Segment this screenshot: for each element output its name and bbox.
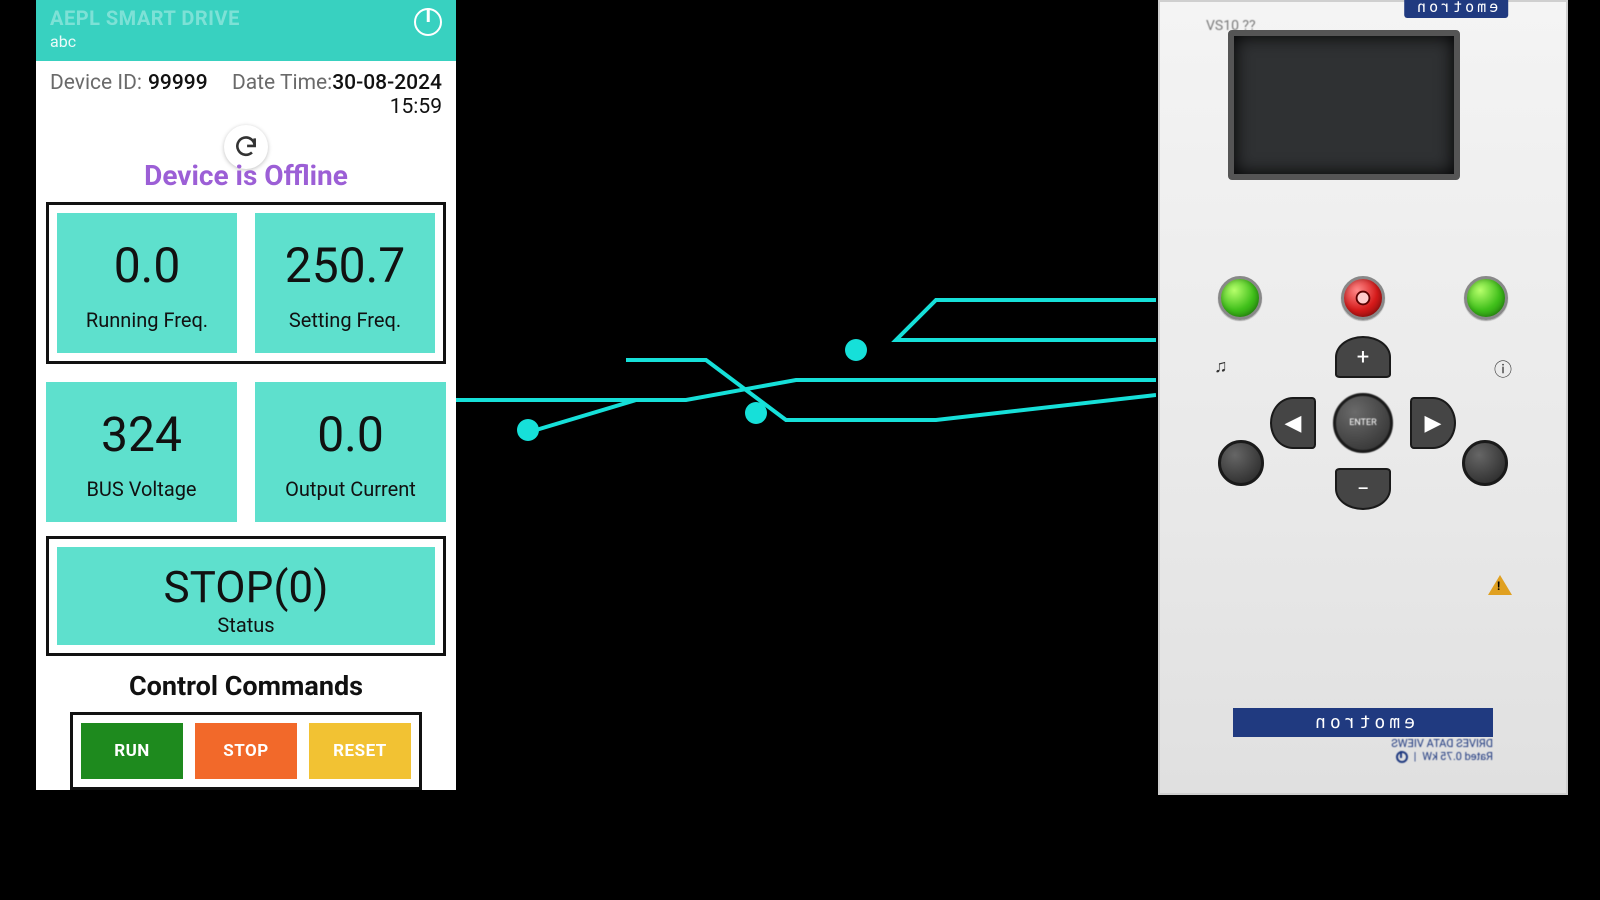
datetime-label: Date Time: [232,71,332,95]
device-green-button-left[interactable] [1218,276,1262,320]
warning-triangle-icon [1488,575,1512,595]
run-button[interactable]: RUN [81,723,183,779]
device-aux-button-right[interactable] [1462,440,1508,486]
device-brand-top: emotron [1404,0,1508,18]
device-id-label: Device ID: [50,71,142,95]
tile-bus-voltage[interactable]: 324 BUS Voltage [46,382,237,522]
bus-voltage-label: BUS Voltage [86,477,196,501]
device-lower-buttons [1218,440,1508,486]
app-header: AEPL SMART DRIVE abc [36,0,456,61]
device-aux-button-left[interactable] [1218,440,1264,486]
status-group: STOP(0) Status [46,536,446,656]
physical-device: emotron VS10 ?? ♫ ⓘ + − ◀ ▶ ENTER emotro… [1158,0,1568,795]
running-freq-label: Running Freq. [86,308,208,332]
app-subtitle: abc [50,32,240,51]
stop-hand-icon [1352,287,1374,309]
device-red-button-center[interactable] [1341,276,1385,320]
setting-freq-label: Setting Freq. [289,308,401,332]
info-icon: ⓘ [1494,356,1512,382]
tile-setting-freq[interactable]: 250.7 Setting Freq. [255,213,435,353]
power-icon[interactable] [414,8,442,36]
stop-button[interactable]: STOP [195,723,297,779]
bus-voltage-value: 324 [101,411,182,459]
device-green-button-right[interactable] [1464,276,1508,320]
device-brand-bottom: emotron [1233,708,1493,737]
refresh-icon [233,134,259,160]
date-value: 30-08-2024 [332,71,442,95]
device-id-value: 99999 [148,71,208,95]
commands-title: Control Commands [36,670,456,702]
tile-output-current[interactable]: 0.0 Output Current [255,382,446,522]
device-lcd-screen [1228,30,1460,180]
device-sub1: DRIVES DATA VIEWS [1233,737,1493,750]
tile-status[interactable]: STOP(0) Status [57,547,435,645]
app-title: AEPL SMART DRIVE [50,6,240,30]
device-brand-bottom-group: emotron DRIVES DATA VIEWS Rated 0.75 kW … [1233,708,1493,763]
device-led-row [1218,276,1508,320]
running-freq-value: 0.0 [114,242,181,290]
time-value: 15:59 [390,95,442,119]
circuit-lines [456,0,1156,900]
headphone-icon: ♫ [1214,356,1228,382]
app-panel: AEPL SMART DRIVE abc Device ID: 99999 Da… [36,0,456,790]
setting-freq-value: 250.7 [285,242,406,290]
info-row: Device ID: 99999 Date Time:30-08-2024 15… [36,61,456,119]
volt-amp-tiles-group: 324 BUS Voltage 0.0 Output Current [46,382,446,522]
output-current-label: Output Current [285,477,416,501]
reset-button[interactable]: RESET [309,723,411,779]
status-label: Status [217,613,274,637]
commands-group: RUN STOP RESET [70,712,422,790]
freq-tiles-group: 0.0 Running Freq. 250.7 Setting Freq. [46,202,446,364]
output-current-value: 0.0 [317,411,384,459]
status-value: STOP(0) [164,561,329,613]
device-sub2: Rated 0.75 kW | [1233,750,1493,763]
power-small-icon [1396,751,1408,763]
tile-running-freq[interactable]: 0.0 Running Freq. [57,213,237,353]
offline-status: Device is Offline [36,159,456,192]
dpad-up-button[interactable]: + [1335,336,1391,378]
